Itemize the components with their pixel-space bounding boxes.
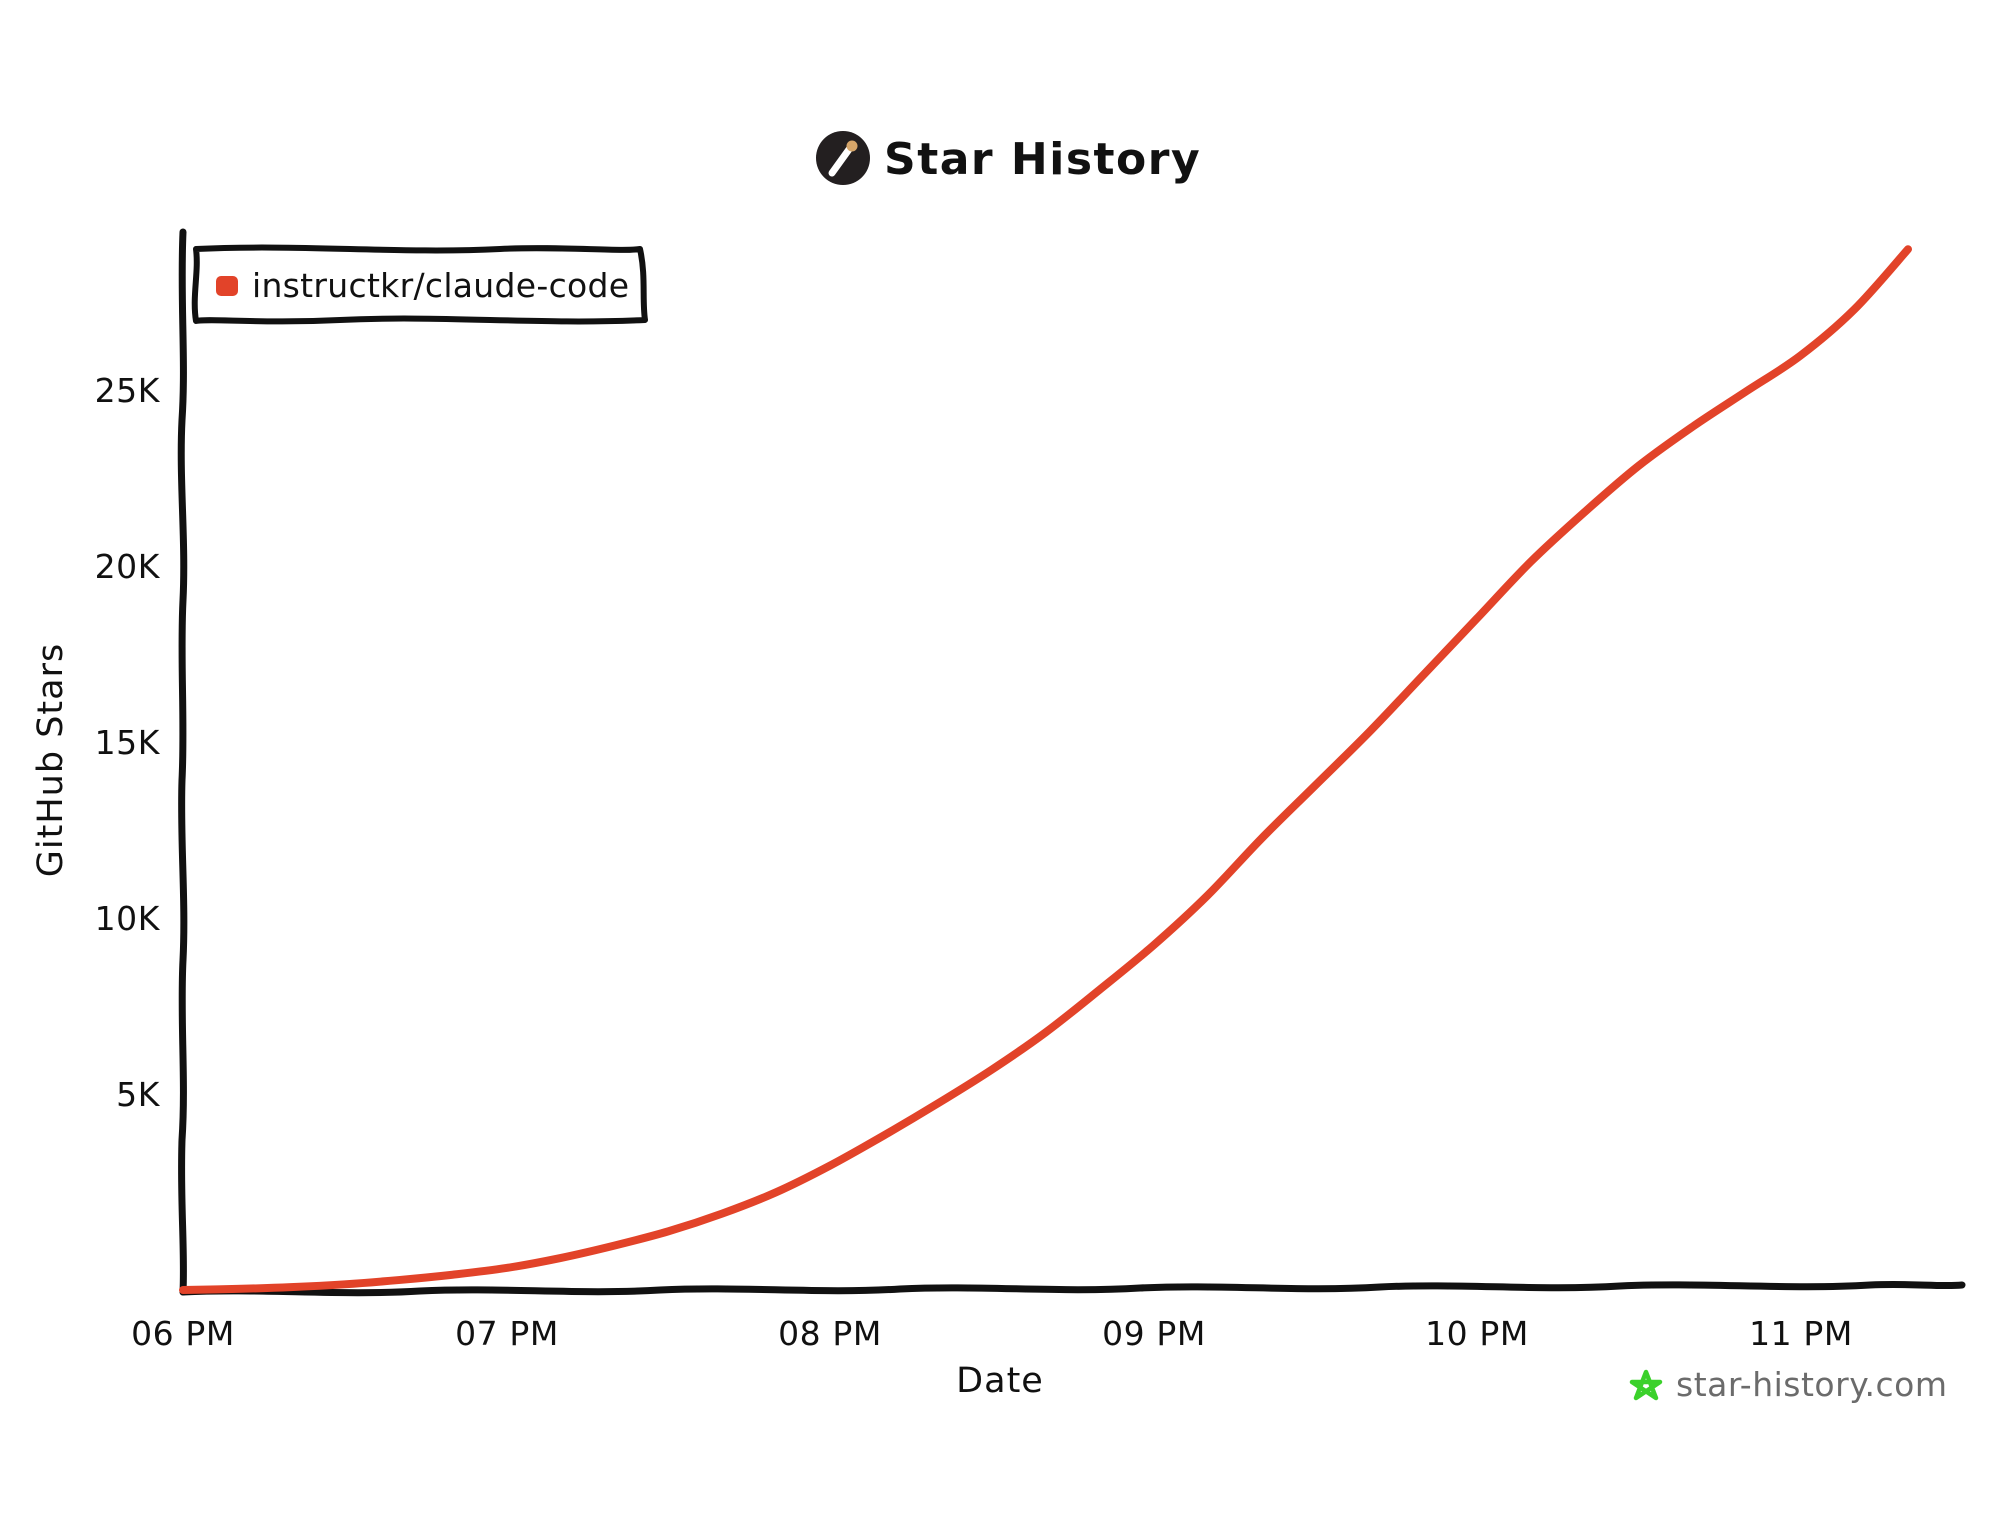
y-tick-label-15k: 15K bbox=[95, 723, 161, 762]
y-axis-title: GitHub Stars bbox=[31, 643, 71, 877]
y-tick-label-10k: 10K bbox=[95, 899, 161, 938]
y-tick-label-5k: 5K bbox=[116, 1075, 161, 1114]
x-axis-tick-labels: 06 PM 07 PM 08 PM 09 PM 10 PM 11 PM bbox=[131, 1314, 1853, 1353]
x-tick-label-11pm: 11 PM bbox=[1749, 1314, 1853, 1353]
legend-label-0: instructkr/claude-code bbox=[252, 266, 629, 305]
y-tick-label-25k: 25K bbox=[95, 371, 161, 410]
y-tick-label-20k: 20K bbox=[95, 547, 161, 586]
watermark-label: star-history.com bbox=[1676, 1365, 1947, 1404]
x-axis-line bbox=[179, 1280, 1966, 1297]
x-tick-label-08pm: 08 PM bbox=[778, 1314, 882, 1353]
x-tick-label-10pm: 10 PM bbox=[1425, 1314, 1529, 1353]
x-tick-label-09pm: 09 PM bbox=[1102, 1314, 1206, 1353]
page-title: Star History bbox=[884, 134, 1201, 185]
x-tick-label-07pm: 07 PM bbox=[455, 1314, 559, 1353]
x-tick-label-06pm: 06 PM bbox=[131, 1314, 235, 1353]
series-line bbox=[179, 245, 1912, 1294]
legend-box bbox=[191, 244, 648, 325]
magic-wand-icon bbox=[828, 140, 858, 177]
y-axis-tick-labels: 25K 20K 15K 10K 5K bbox=[95, 371, 161, 1114]
chart-header: Star History bbox=[816, 131, 1201, 185]
legend-marker-icon bbox=[216, 276, 238, 296]
green-star-icon bbox=[1629, 1369, 1663, 1401]
legend[interactable]: instructkr/claude-code bbox=[191, 244, 648, 325]
series-instructkr-claude-code bbox=[179, 245, 1912, 1294]
watermark[interactable]: star-history.com bbox=[1629, 1365, 1947, 1404]
y-axis-line bbox=[177, 228, 188, 1296]
x-axis-title: Date bbox=[956, 1361, 1044, 1401]
